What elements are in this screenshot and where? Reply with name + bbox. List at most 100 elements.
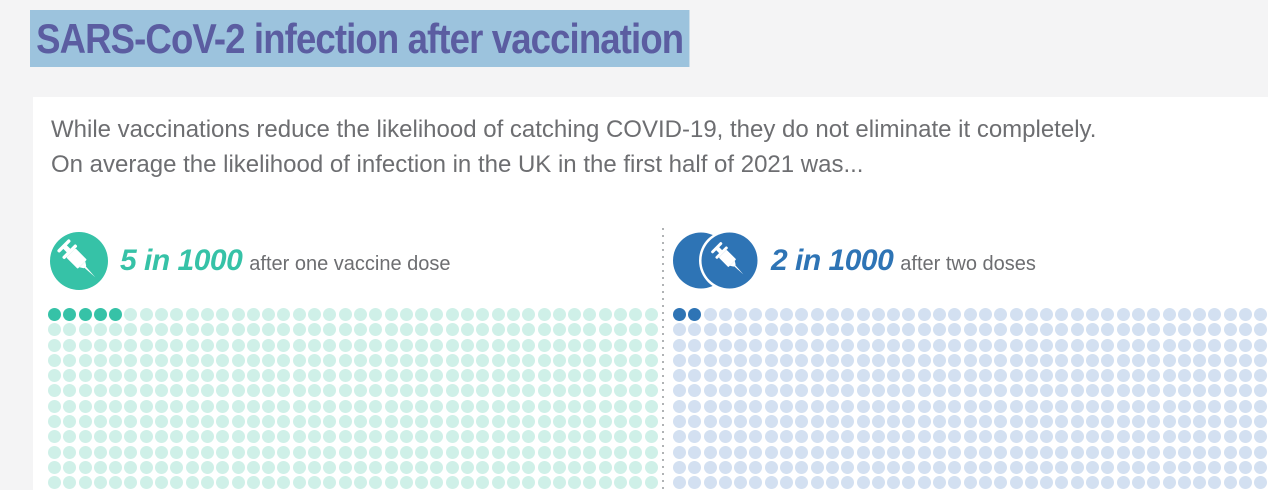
dot [994,445,1008,459]
dot [323,384,337,398]
dot [384,369,398,383]
dot [764,460,778,474]
dot [338,384,352,398]
dot [491,415,505,429]
dot [673,308,686,321]
dot [795,369,809,383]
dot [1101,445,1115,459]
dot [795,399,809,413]
dot [825,384,839,398]
dot [1116,399,1130,413]
dot [887,369,901,383]
dot [644,384,658,398]
dot [978,399,992,413]
dot [1024,415,1038,429]
dot [399,369,413,383]
dot [1208,476,1222,490]
dot [1162,338,1176,352]
dot [246,338,260,352]
dot [963,338,977,352]
dot [476,353,490,367]
dot [718,384,732,398]
dot [1193,384,1207,398]
dot [1223,430,1237,444]
dot [139,430,153,444]
dot [63,460,77,474]
dot [246,308,260,321]
dot [644,323,658,337]
dot [109,338,123,352]
dot [48,308,61,321]
dot [63,323,77,337]
dot [246,353,260,367]
dot [476,476,490,490]
dot [476,415,490,429]
dot [353,338,367,352]
dot [415,399,429,413]
dot [978,384,992,398]
dot [1070,369,1084,383]
dot [613,399,627,413]
dot [415,338,429,352]
dot [871,338,885,352]
dot [673,460,686,474]
dot [1040,476,1054,490]
dot [399,308,413,321]
dot [780,476,794,490]
dot [688,476,702,490]
dot [764,323,778,337]
dot [1070,460,1084,474]
dot [522,338,536,352]
dot [810,369,824,383]
dot [1086,430,1100,444]
dot [703,369,717,383]
dot [902,384,916,398]
dot [871,353,885,367]
dot [1009,384,1023,398]
dot [170,384,184,398]
dot [522,353,536,367]
dot [48,415,61,429]
intro-line-1: While vaccinations reduce the likelihood… [51,116,1097,143]
dot [109,415,123,429]
dot [461,384,475,398]
dot [139,476,153,490]
dot [795,430,809,444]
dot [718,415,732,429]
dot [948,476,962,490]
dot [795,476,809,490]
dot [415,460,429,474]
dot [1009,476,1023,490]
dot [537,323,551,337]
dot [1086,308,1100,321]
one-dose-caption: after one vaccine dose [249,252,451,275]
dot [1223,384,1237,398]
dot [629,353,643,367]
dot [673,338,686,352]
dot [109,460,123,474]
dot [871,415,885,429]
dot [734,415,748,429]
dot [124,476,138,490]
dot [1070,430,1084,444]
dot [369,415,383,429]
dot [384,353,398,367]
dot [353,308,367,321]
dot [1162,399,1176,413]
dot [598,308,612,321]
dot [1024,476,1038,490]
dot [338,399,352,413]
dot [902,353,916,367]
dot [734,430,748,444]
dot [246,445,260,459]
dot [1086,323,1100,337]
dot [78,353,92,367]
dot [369,430,383,444]
dot [1223,399,1237,413]
dot [1040,415,1054,429]
dot [1254,415,1268,429]
dot [537,476,551,490]
dot [887,476,901,490]
dot [583,415,597,429]
dot [1086,369,1100,383]
